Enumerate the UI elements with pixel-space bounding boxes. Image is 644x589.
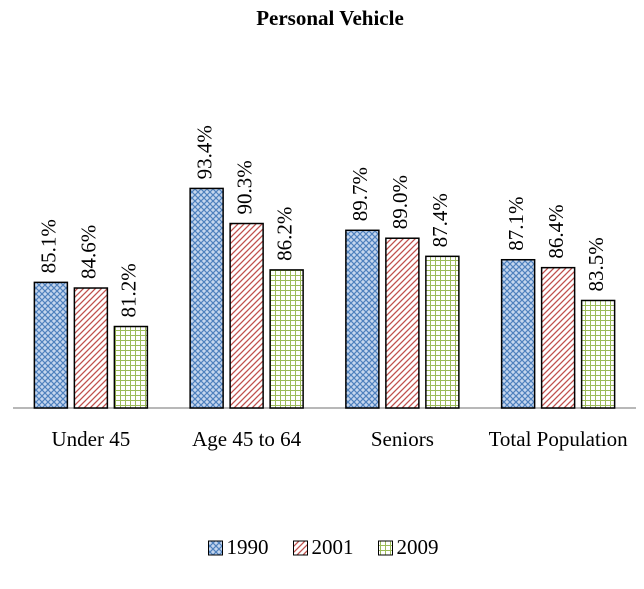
x-tick-label: Total Population xyxy=(488,427,628,451)
bar xyxy=(73,287,109,409)
value-label: 85.1% xyxy=(37,219,61,273)
legend-swatch xyxy=(208,540,223,556)
legend-label: 2009 xyxy=(397,535,439,559)
value-label: 87.4% xyxy=(428,193,452,247)
value-label: 93.4% xyxy=(192,125,216,179)
value-label: 86.4% xyxy=(544,204,568,258)
x-tick-label: Age 45 to 64 xyxy=(192,427,302,451)
legend-swatch xyxy=(378,540,393,556)
bar xyxy=(113,325,149,409)
bar xyxy=(540,266,576,409)
value-label: 90.3% xyxy=(232,160,256,214)
bar xyxy=(33,281,69,409)
bar xyxy=(345,229,380,409)
legend-swatch xyxy=(293,540,308,556)
value-label: 83.5% xyxy=(584,237,608,291)
legend-label: 1990 xyxy=(227,535,269,559)
x-tick-label: Seniors xyxy=(370,427,434,451)
value-label: 89.7% xyxy=(348,167,372,221)
bar xyxy=(500,258,536,409)
bar xyxy=(269,269,304,409)
bar xyxy=(189,187,224,409)
value-label: 89.0% xyxy=(388,175,412,229)
bar xyxy=(580,299,616,409)
x-tick-label: Under 45 xyxy=(51,427,131,451)
value-label: 86.2% xyxy=(272,207,296,261)
bar xyxy=(425,255,460,409)
value-label: 87.1% xyxy=(504,196,528,250)
value-label: 81.2% xyxy=(117,263,141,317)
bar xyxy=(229,222,264,409)
legend-label: 2001 xyxy=(312,535,354,559)
chart-title: Personal Vehicle xyxy=(256,6,404,30)
value-label: 84.6% xyxy=(77,225,101,279)
bar xyxy=(385,237,420,409)
